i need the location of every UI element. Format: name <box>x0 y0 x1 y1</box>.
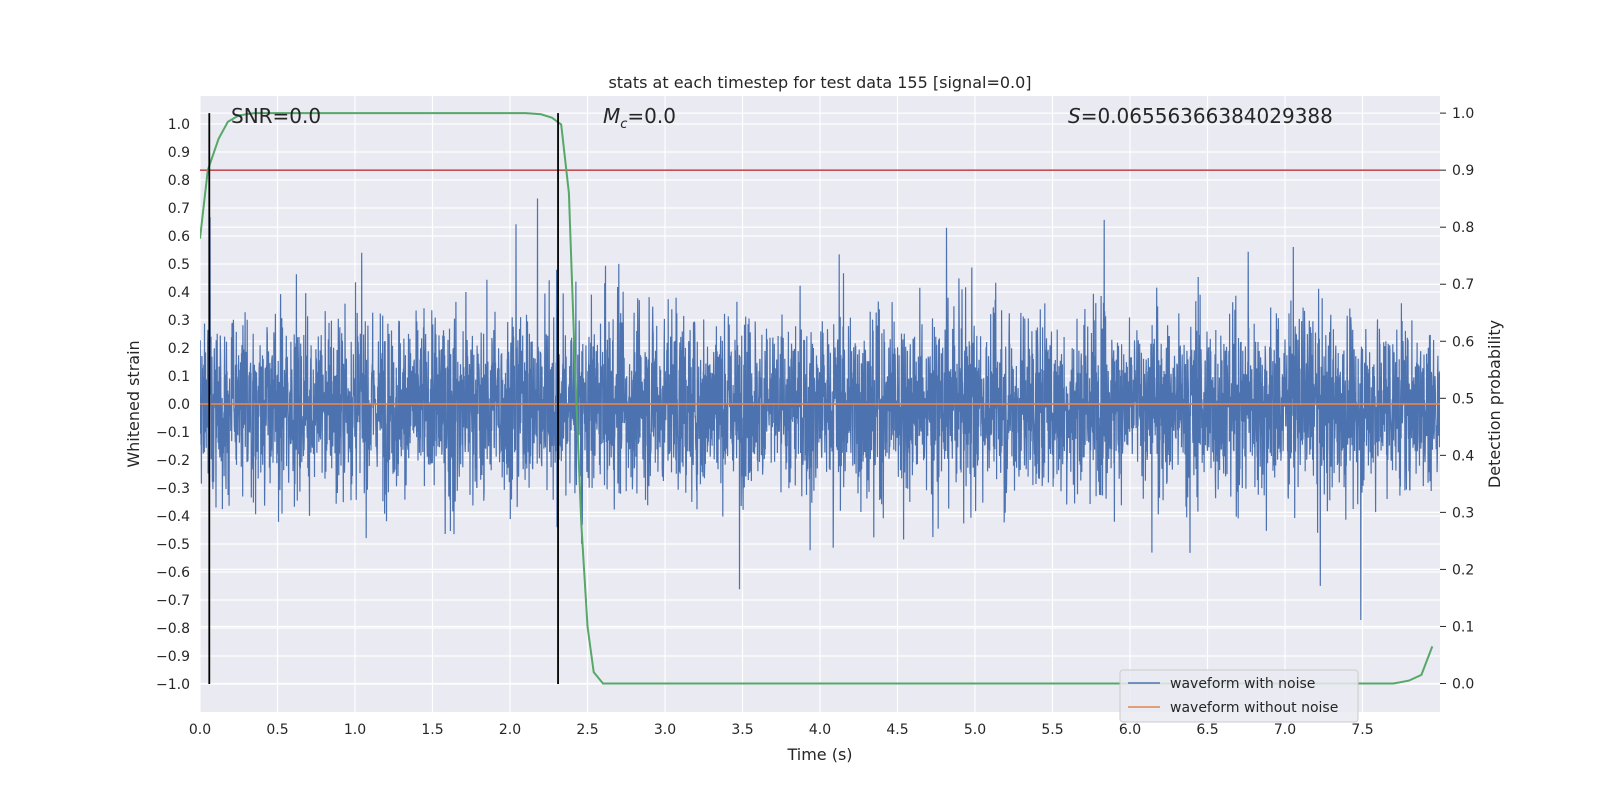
y-tick-label: 0.9 <box>168 145 190 161</box>
y-tick-label: −0.1 <box>156 425 190 441</box>
annotation-mc-value: =0.0 <box>627 104 676 128</box>
x-tick-label: 7.5 <box>1351 722 1373 738</box>
y-tick-label: −0.8 <box>156 621 190 637</box>
y-tick-label: −1.0 <box>156 677 190 693</box>
y-tick-label: −0.6 <box>156 565 190 581</box>
legend-label-clean: waveform without noise <box>1170 700 1338 716</box>
y-tick-label: 0.0 <box>168 397 190 413</box>
annotation-mc-symbol: M <box>603 104 620 128</box>
y2-tick-labels: 0.0 0.1 0.2 0.3 0.4 0.5 0.6 0.7 0.8 0.9 1.0 <box>1440 106 1474 692</box>
x-tick-label: 5.5 <box>1041 722 1063 738</box>
y2-tick-label: 0.9 <box>1452 163 1474 179</box>
x-tick-label: 0.0 <box>189 722 211 738</box>
y2-tick-label: 1.0 <box>1452 106 1474 122</box>
y2-tick-label: 0.4 <box>1452 448 1474 464</box>
y2-tick-label: 0.0 <box>1452 676 1474 692</box>
y2-tick-label: 0.7 <box>1452 277 1474 293</box>
y-tick-label: 0.8 <box>168 173 190 189</box>
x-tick-labels: 0.0 0.5 1.0 1.5 2.0 2.5 3.0 3.5 4.0 4.5 5.0 5.5 6.0 6… <box>189 722 1374 738</box>
y-axis-label: Whitened strain <box>124 340 143 467</box>
y-tick-label: 0.7 <box>168 201 190 217</box>
x-tick-label: 2.0 <box>499 722 521 738</box>
x-axis-label: Time (s) <box>786 745 852 764</box>
legend-box <box>1119 669 1359 723</box>
annotation-s-symbol: S <box>1068 104 1081 128</box>
x-tick-label: 1.0 <box>344 722 366 738</box>
x-tick-label: 6.0 <box>1119 722 1141 738</box>
y-tick-label: 0.5 <box>168 257 190 273</box>
y-tick-label: −0.5 <box>156 537 190 553</box>
y2-tick-label: 0.1 <box>1452 619 1474 635</box>
legend: waveform with noise waveform without noi… <box>1119 669 1359 723</box>
y2-tick-label: 0.3 <box>1452 505 1474 521</box>
y2-tick-label: 0.5 <box>1452 391 1474 407</box>
y2-tick-label: 0.6 <box>1452 334 1474 350</box>
x-tick-label: 3.5 <box>731 722 753 738</box>
y-tick-label: 0.2 <box>168 341 190 357</box>
x-tick-label: 1.5 <box>421 722 443 738</box>
annotation-s: S=0.06556366384029388 <box>1068 104 1333 128</box>
y-tick-label: −0.2 <box>156 453 190 469</box>
x-tick-label: 5.0 <box>964 722 986 738</box>
x-tick-label: 4.0 <box>809 722 831 738</box>
x-tick-label: 0.5 <box>266 722 288 738</box>
y-tick-label: 0.3 <box>168 313 190 329</box>
y-tick-label: −0.9 <box>156 649 190 665</box>
y-tick-label: −0.3 <box>156 481 190 497</box>
y-tick-label: 0.4 <box>168 285 190 301</box>
y-tick-label: −0.4 <box>156 509 190 525</box>
annotation-mc-sub: c <box>620 117 627 132</box>
y-tick-labels: 1.0 0.9 0.8 0.7 0.6 0.5 0.4 0.3 0.2 0.1 0.0 −0.1 −0.… <box>156 117 190 693</box>
x-tick-label: 4.5 <box>886 722 908 738</box>
y2-tick-label: 0.2 <box>1452 562 1474 578</box>
y-tick-label: −0.7 <box>156 593 190 609</box>
chart-title: stats at each timestep for test data 155… <box>608 73 1031 92</box>
y2-axis-label: Detection probability <box>1485 320 1504 488</box>
annotation-snr: SNR=0.0 <box>231 104 321 128</box>
y-tick-label: 0.1 <box>168 369 190 385</box>
annotation-mc: Mc=0.0 <box>603 104 676 132</box>
y-tick-label: 0.6 <box>168 229 190 245</box>
x-tick-label: 3.0 <box>654 722 676 738</box>
y-tick-label: 1.0 <box>168 117 190 133</box>
annotation-s-value: =0.06556366384029388 <box>1081 104 1333 128</box>
x-tick-label: 7.0 <box>1274 722 1296 738</box>
x-tick-label: 6.5 <box>1196 722 1218 738</box>
x-tick-label: 2.5 <box>576 722 598 738</box>
legend-label-noise: waveform with noise <box>1170 676 1315 692</box>
y2-tick-label: 0.8 <box>1452 220 1474 236</box>
